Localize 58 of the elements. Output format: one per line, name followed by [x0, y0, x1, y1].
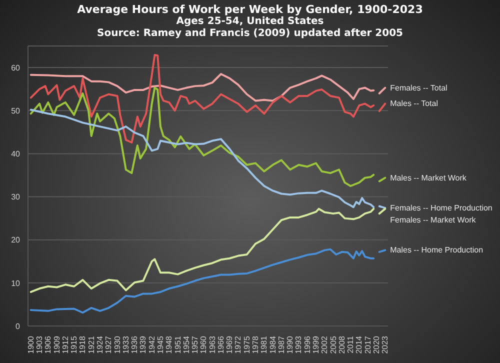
y-tick-label: 0: [16, 322, 21, 331]
x-tick-label: 2011: [346, 335, 356, 354]
x-tick-label: 1942: [147, 335, 156, 354]
x-tick-label: 2008: [337, 335, 346, 354]
x-tick-label: 1987: [276, 335, 286, 354]
source-note: Source: Ramey and Francis (2009) updated after 2005: [96, 28, 404, 40]
x-tick-label: 1906: [44, 335, 53, 354]
x-tick-label: 1975: [242, 335, 252, 354]
x-tick-label: 1993: [294, 335, 304, 354]
x-tick-label: 1903: [35, 335, 44, 354]
x-tick-label: 1981: [260, 335, 269, 354]
x-tick-label: 2005: [328, 335, 338, 354]
x-tick-label: 2023: [380, 335, 390, 354]
x-tick-label: 1939: [138, 335, 148, 354]
x-tick-label: 2014: [354, 335, 364, 354]
x-tick-label: 1990: [286, 335, 295, 354]
series-label: Males -- Market Work: [390, 173, 468, 182]
x-tick-label: 1930: [112, 335, 122, 354]
y-tick-label: 60: [11, 63, 21, 72]
y-tick-label: 20: [11, 236, 21, 245]
x-tick-label: 1972: [234, 335, 243, 354]
x-tick-label: 1900: [26, 335, 36, 354]
x-tick-label: 1948: [164, 335, 174, 354]
x-tick-label: 1921: [86, 335, 96, 354]
series-label: Females -- Home Production: [390, 203, 492, 212]
y-tick-label: 30: [11, 192, 21, 202]
x-tick-label: 1963: [208, 335, 217, 354]
x-tick-label: 1999: [312, 335, 320, 354]
x-tick-label: 1966: [216, 335, 226, 354]
x-tick-label: 1978: [251, 335, 260, 354]
series-label: Females -- Market Work: [390, 215, 477, 224]
chart-subtitle: Ages 25-54, United States: [175, 16, 325, 28]
x-tick-label: 1957: [190, 335, 200, 354]
x-tick-label: 1969: [225, 335, 234, 354]
x-tick-label: 1933: [121, 335, 130, 354]
x-tick-label: 1915: [70, 335, 79, 354]
x-tick-label: 1996: [302, 335, 312, 354]
x-tick-label: 1945: [156, 335, 165, 354]
x-tick-label: 1951: [173, 335, 182, 354]
x-tick-label: 1954: [182, 335, 191, 354]
x-tick-label: 1924: [96, 335, 104, 354]
x-tick-label: 1927: [104, 335, 114, 354]
chart-title: Average Hours of Work per Week by Gender, 1900-2023: [76, 3, 424, 16]
x-tick-label: 1918: [78, 335, 88, 354]
x-tick-label: 1960: [199, 335, 208, 354]
series-label: Females -- Total: [390, 83, 448, 92]
y-tick-label: 40: [11, 150, 21, 159]
y-tick-label: 10: [11, 278, 21, 288]
x-tick-label: 2002: [320, 335, 330, 354]
x-tick-label: 1984: [268, 335, 278, 354]
x-tick-label: 1936: [130, 335, 140, 354]
y-tick-label: 50: [11, 106, 21, 116]
x-tick-label: 1912: [60, 335, 70, 354]
x-tick-label: 2017: [363, 335, 372, 354]
series-label: Males -- Home Production: [390, 246, 484, 255]
x-tick-label: 1909: [52, 335, 62, 354]
x-tick-label: 2020: [372, 335, 381, 354]
series-label: Males -- Total: [390, 99, 438, 108]
